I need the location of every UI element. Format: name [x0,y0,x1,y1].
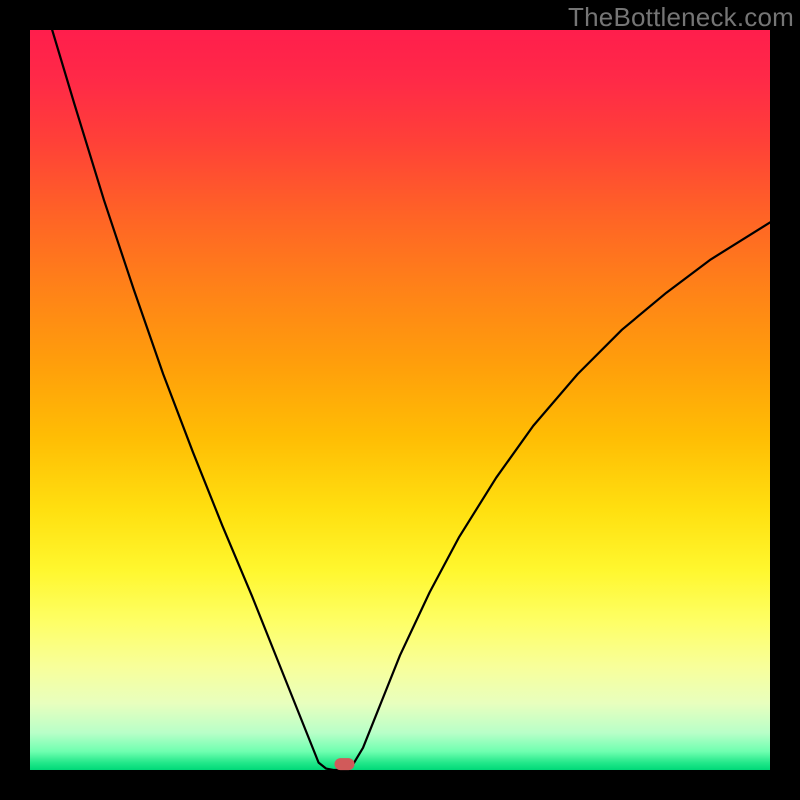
plot-background [30,30,770,770]
optimum-marker [335,758,355,770]
chart-container: TheBottleneck.com [0,0,800,800]
watermark-text: TheBottleneck.com [568,2,794,33]
bottleneck-chart [0,0,800,800]
